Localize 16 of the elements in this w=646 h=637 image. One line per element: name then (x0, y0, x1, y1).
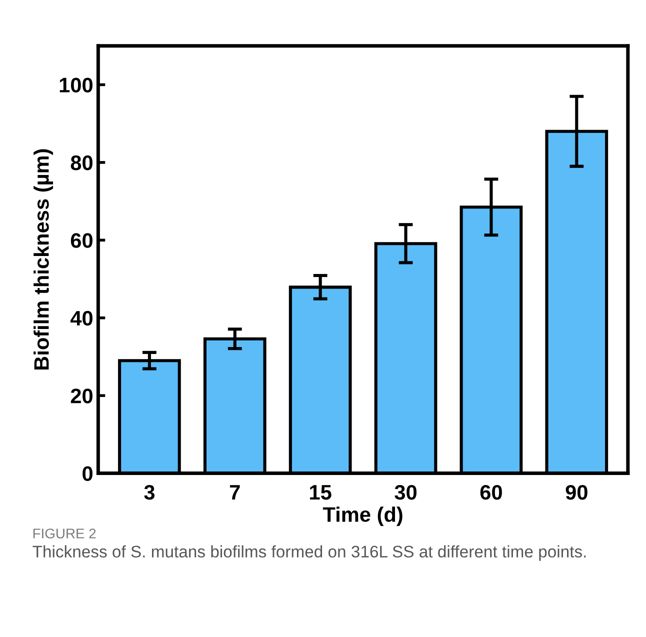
y-tick-label: 100 (60, 78, 92, 92)
x-tick-label: 3 (144, 484, 154, 500)
text: Thickness of S. mutans biofilms formed on 316L SS at different time points. (32, 545, 586, 561)
x-axis-title: Time (d) (322, 506, 402, 526)
y-tick-label: 40 (70, 310, 92, 326)
x-tick-label: 90 (566, 484, 588, 500)
y-axis-title: Biofilm thickness (µm) (34, 149, 54, 370)
y-tick-label: 60 (70, 233, 92, 248)
y-tick-label: 80 (70, 155, 92, 170)
x-tick-label: 30 (394, 484, 417, 500)
x-tick-label: 7 (230, 485, 240, 500)
x-tick-label: 15 (310, 485, 332, 500)
y-tick-label: 0 (82, 466, 92, 482)
x-tick-label: 60 (480, 484, 502, 500)
y-tick-label: 20 (70, 388, 92, 404)
caption: FIGURE 2 (33, 528, 96, 538)
